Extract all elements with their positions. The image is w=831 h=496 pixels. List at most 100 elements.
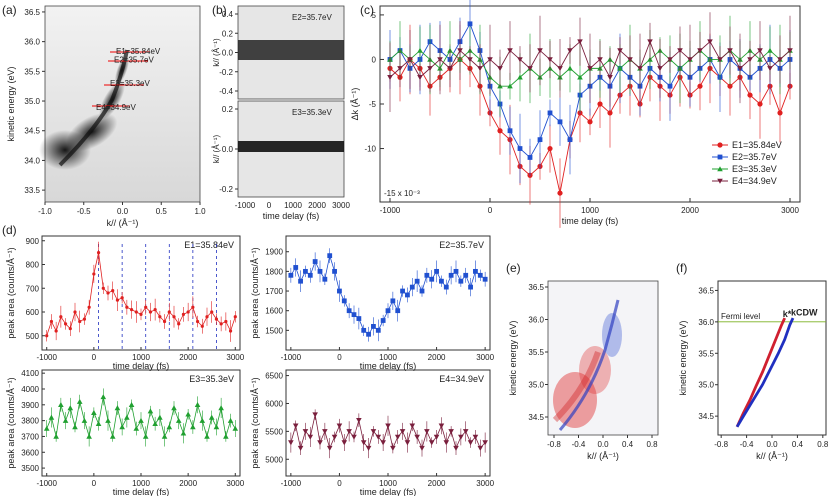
data-point <box>72 424 78 430</box>
data-point <box>73 310 77 314</box>
data-point <box>114 405 121 411</box>
data-point <box>351 434 357 440</box>
legend-entry: E3=35.3eV <box>732 164 777 174</box>
data-point <box>395 308 401 314</box>
x-tick-label: 1000 <box>379 353 397 362</box>
x-axis-label: time delay (fs) <box>360 361 417 371</box>
data-point <box>111 289 115 293</box>
y-tick-label: 35.0 <box>698 381 714 390</box>
data-point <box>597 57 603 63</box>
data-point <box>120 296 124 300</box>
data-point <box>292 423 299 429</box>
data-point <box>482 276 488 282</box>
data-point <box>336 423 343 429</box>
y-tick-label: 36.0 <box>698 318 714 327</box>
data-point <box>409 423 416 429</box>
data-point <box>317 440 323 446</box>
data-point <box>67 405 74 411</box>
data-point <box>414 434 420 440</box>
x-tick-label: 0 <box>337 479 342 488</box>
data-point <box>617 48 623 54</box>
data-point <box>142 433 149 439</box>
x-axis-label: k// (Å⁻¹) <box>587 451 619 461</box>
data-point <box>737 66 743 72</box>
data-point <box>697 83 703 89</box>
data-point <box>390 298 396 304</box>
data-point <box>58 402 64 408</box>
data-point <box>617 65 623 71</box>
data-point <box>727 48 733 54</box>
panel-c-plot: -1000 0 1000 2000 3000 5 0 -5 -10 -15 x 10⁻³ time … <box>350 0 801 228</box>
data-point <box>129 308 134 312</box>
series-curve <box>735 317 795 428</box>
legend-marker <box>717 166 723 172</box>
x-tick-label: 2000 <box>681 206 699 215</box>
data-point <box>547 57 553 63</box>
data-point <box>166 424 173 430</box>
data-point <box>224 319 228 324</box>
data-point <box>101 286 105 290</box>
x-tick-label: 0 <box>267 201 272 210</box>
data-point <box>447 66 453 72</box>
data-point <box>385 308 391 314</box>
legend-entry: E2=35.7eV <box>732 152 777 162</box>
panel-d-plots: -1000 0 1000 2000 3000 900 800 700 600 500 time de… <box>6 235 495 496</box>
data-point <box>375 327 381 333</box>
data-point <box>185 411 191 417</box>
data-point <box>95 420 102 427</box>
data-point <box>727 83 733 89</box>
data-point <box>119 424 125 430</box>
data-point <box>453 445 459 451</box>
y-tick-label: 0.0 <box>222 49 234 58</box>
data-point <box>637 66 643 72</box>
y-axis-label: kinetic energy (eV) <box>678 320 688 395</box>
x-axis-label: time delay (fs) <box>263 211 320 221</box>
data-point <box>161 433 168 439</box>
k-cdw-label: kCDW <box>791 308 818 318</box>
x-tick-label: -1000 <box>36 353 57 362</box>
data-point <box>200 324 204 328</box>
x-tick-label: 0.0 <box>117 207 129 216</box>
data-point <box>158 315 162 319</box>
data-point <box>138 417 144 423</box>
data-point <box>148 310 153 314</box>
y-tick-label: 34.5 <box>698 412 714 421</box>
x-tick-label: 1000 <box>379 479 397 488</box>
x-tick-label: -1000 <box>281 353 302 362</box>
legend-entry: E1=35.84eV <box>732 140 782 150</box>
y-tick-label: 35.0 <box>24 97 40 106</box>
data-point <box>96 251 101 255</box>
energy-label: E1=35.84eV <box>116 47 161 56</box>
y-tick-label: 0.4 <box>222 10 234 19</box>
y-tick-label: 35.5 <box>24 67 40 76</box>
data-point <box>341 440 348 446</box>
k-star-label: k* <box>783 309 792 319</box>
data-point <box>302 429 309 435</box>
energy-label: E4=34.9eV <box>96 103 136 112</box>
x-tick-label: 2000 <box>308 201 326 210</box>
data-point <box>341 298 347 304</box>
data-point <box>707 39 713 45</box>
x-tick-label: 1000 <box>132 353 150 362</box>
data-point <box>497 128 503 134</box>
data-point <box>152 420 158 427</box>
data-point <box>332 268 337 274</box>
y-tick-label: 5500 <box>265 427 283 436</box>
subplot-label: E2=35.7eV <box>439 240 484 250</box>
data-point <box>439 278 444 284</box>
y-tick-label: 35.5 <box>698 349 714 358</box>
subplot-label: E3=35.3eV <box>292 108 332 117</box>
data-point <box>48 414 55 420</box>
data-point <box>227 417 234 423</box>
legend-marker <box>717 142 723 148</box>
data-point <box>467 57 473 63</box>
data-point <box>557 66 563 72</box>
data-point <box>477 272 483 278</box>
x-tick-label: 1000 <box>132 479 150 488</box>
data-point <box>76 398 83 404</box>
subplot-label: E1=35.84eV <box>184 240 234 250</box>
data-point <box>462 429 469 435</box>
data-point <box>346 429 352 435</box>
data-point <box>472 434 479 440</box>
data-point <box>62 417 69 423</box>
